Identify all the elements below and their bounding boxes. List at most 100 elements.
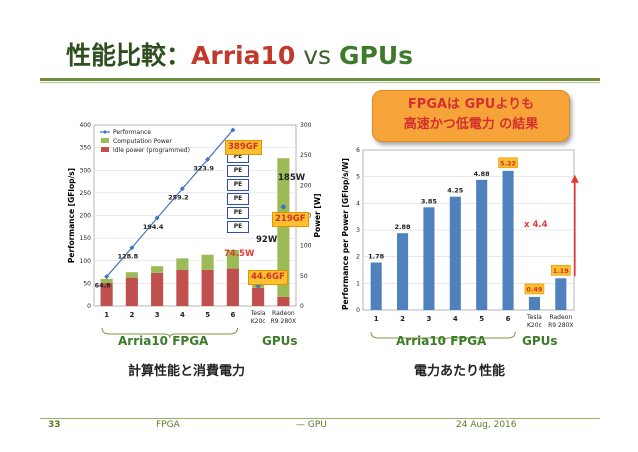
title-main: 性能比較：	[66, 41, 192, 70]
title-divider-thin	[40, 82, 600, 83]
pe-block: PE	[227, 179, 249, 191]
x-tick-label: Radeon	[549, 314, 572, 321]
performance-data-label: 323.9	[193, 164, 214, 172]
data-label: 1.19	[553, 267, 570, 275]
x-tick-label: 6	[230, 311, 235, 319]
bar-idle-power	[151, 272, 164, 306]
bar-computation-power	[125, 272, 138, 278]
x-tick-label: R9 280X	[548, 322, 573, 329]
performance-data-label: 259.2	[168, 194, 189, 202]
y-tick-label: 5	[356, 174, 360, 181]
callout-389gf: 389GF	[225, 140, 262, 155]
bar-idle-power	[176, 269, 189, 306]
efficiency-bar	[370, 262, 382, 310]
y-tick-label: 200	[80, 213, 92, 220]
footer-date: 24 Aug, 2016	[456, 420, 517, 430]
x-tick-label: 2	[400, 315, 405, 323]
y-tick-label: 0	[87, 303, 91, 310]
fpga-group-brace	[370, 331, 516, 343]
bar-idle-power	[277, 296, 290, 306]
efficiency-bar	[449, 196, 461, 310]
x-tick-label: 4	[180, 311, 185, 319]
x-tick-label: K20c	[251, 318, 266, 325]
legend-label: Computation Power	[113, 138, 172, 145]
data-label: 3.85	[421, 197, 438, 205]
y-tick-label: 3	[356, 227, 360, 234]
x-tick-label: 5	[205, 311, 210, 319]
pe-block: PE	[227, 165, 249, 177]
right-fpga-label: Arria10 FPGA	[396, 334, 487, 348]
bar-idle-power	[252, 287, 265, 306]
x-tick-label: 1	[104, 311, 109, 319]
y2-axis-label: Power [W]	[313, 193, 322, 237]
footer-divider	[40, 418, 600, 419]
bar-idle-power	[125, 277, 138, 306]
performance-point	[205, 156, 211, 162]
data-label: 0.49	[526, 285, 543, 293]
bar-computation-power	[100, 278, 113, 284]
bar-idle-power	[100, 283, 113, 306]
conclusion-box: FPGAは GPUよりも 高速かつ低電力 の結果	[372, 90, 570, 142]
x-tick-label: Radeon	[272, 310, 295, 317]
bar-computation-power	[176, 258, 189, 270]
performance-data-label: 64.8	[95, 282, 112, 290]
y2-tick-label: 0	[300, 303, 304, 310]
bar-computation-power	[277, 158, 290, 297]
y-tick-label: 1	[356, 280, 360, 287]
y-tick-label: 6	[356, 147, 360, 154]
data-label: 1.78	[368, 253, 385, 261]
efficiency-bar	[397, 233, 409, 310]
legend-swatch-computation	[101, 138, 109, 143]
fpga-group-brace	[101, 327, 238, 339]
callout-44gf: 44.6GF	[248, 270, 288, 285]
y-tick-label: 400	[80, 122, 92, 129]
data-label: 4.88	[474, 170, 491, 178]
efficiency-bar	[502, 170, 514, 310]
data-label: 4.25	[447, 187, 464, 195]
y2-tick-label: 250	[300, 152, 312, 159]
title-gpus: GPUs	[338, 41, 414, 70]
x-tick-label: 3	[155, 311, 160, 319]
footer-middle-text: — GPU	[296, 420, 327, 430]
ratio-arrow-head	[570, 174, 579, 183]
y-tick-label: 0	[356, 307, 360, 314]
y2-tick-label: 100	[300, 243, 312, 250]
efficiency-bar	[423, 207, 435, 310]
ratio-label: x 4.4	[524, 220, 548, 230]
data-label-highlight	[551, 264, 571, 276]
legend-label: Idle power (programmed)	[113, 147, 190, 154]
performance-point	[230, 127, 236, 133]
y-tick-label: 100	[80, 258, 92, 265]
x-tick-label: R9 280X	[271, 318, 296, 325]
conclusion-line-1: FPGAは GPUよりも	[407, 97, 535, 112]
x-tick-label: Tesla	[526, 314, 542, 321]
callout-185w: 185W	[278, 173, 306, 183]
y-tick-label: 250	[80, 190, 92, 197]
performance-line	[106, 129, 234, 278]
x-tick-label: K20c	[527, 322, 542, 329]
y-tick-label: 4	[356, 200, 360, 207]
y-tick-label: 2	[356, 254, 360, 261]
data-label: 2.88	[395, 223, 412, 231]
y-tick-label: 350	[80, 145, 92, 152]
callout-745w: 74.5W	[224, 249, 255, 259]
performance-point	[104, 274, 110, 280]
title-vs: vs	[295, 41, 339, 70]
performance-point	[280, 203, 287, 210]
left-fpga-label: Arria10 FPGA	[118, 334, 209, 348]
y2-tick-label: 300	[300, 122, 312, 129]
performance-point	[154, 215, 160, 221]
performance-point	[179, 186, 185, 192]
left-caption: 計算性能と消費電力	[128, 364, 246, 379]
pe-block: PE	[227, 207, 249, 219]
x-tick-label: 1	[374, 315, 379, 323]
legend-label: Performance	[113, 129, 151, 136]
footer-left-text: FPGA	[156, 420, 180, 430]
pe-block: PE	[227, 193, 249, 205]
bar-idle-power	[226, 268, 239, 306]
y-tick-label: 150	[80, 235, 92, 242]
y-tick-label: 300	[80, 167, 92, 174]
y-tick-label: 50	[83, 280, 91, 287]
legend-marker-performance	[103, 130, 107, 134]
